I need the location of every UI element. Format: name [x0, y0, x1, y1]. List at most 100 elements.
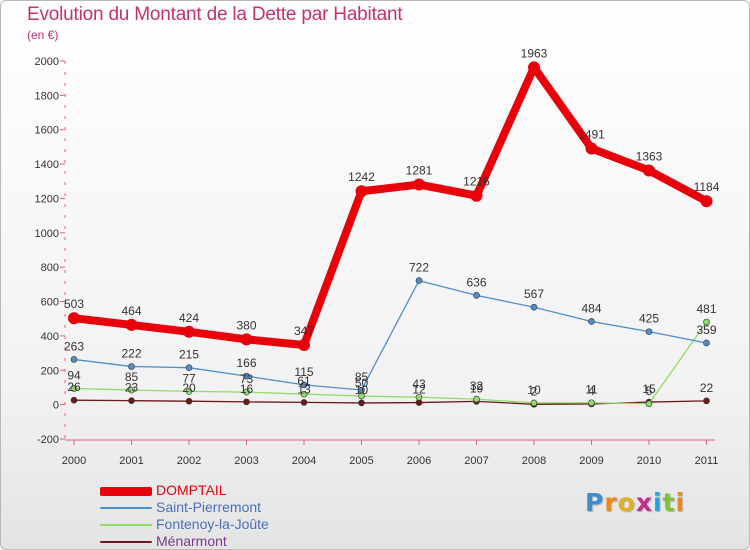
data-point [530, 399, 538, 407]
x-tick-label: 2011 [695, 455, 719, 467]
data-point [700, 195, 713, 208]
data-label: 636 [466, 275, 486, 289]
x-tick-label: 2006 [407, 455, 431, 467]
data-point [68, 312, 80, 325]
x-tick-label: 2010 [637, 455, 661, 467]
data-label: 43 [412, 377, 426, 391]
data-label: 23 [125, 381, 139, 395]
data-point [243, 372, 250, 380]
data-point [415, 277, 423, 284]
legend-swatch [100, 524, 152, 526]
x-tick-label: 2001 [119, 455, 143, 467]
data-label: 722 [409, 261, 429, 275]
data-label: 484 [581, 301, 601, 315]
y-tick-label: -200 [37, 434, 59, 446]
chart-title: Evolution du Montant de la Dette par Hab… [27, 4, 403, 25]
logo-letter: x [635, 488, 653, 517]
x-tick-label: 2003 [234, 455, 258, 467]
data-label: 10 [527, 383, 541, 397]
data-point [585, 142, 598, 155]
series-line-3 [73, 399, 708, 405]
logo-letter: o [617, 488, 636, 517]
legend-swatch [100, 507, 152, 509]
logo-letter: r [604, 488, 618, 517]
data-point [128, 386, 135, 394]
logo-letter: i [653, 488, 663, 517]
data-label: 464 [121, 304, 141, 318]
y-tick-label: 1800 [35, 90, 59, 102]
data-point [300, 399, 308, 406]
data-point [358, 386, 365, 394]
y-unit-label: (en €) [27, 28, 59, 42]
data-point [415, 393, 423, 401]
logo-letter: P [585, 488, 605, 517]
data-label: 94 [67, 368, 81, 382]
y-tick-label: 200 [41, 365, 59, 377]
data-label: 12 [412, 383, 426, 397]
data-point [300, 381, 308, 389]
data-point [530, 303, 538, 311]
x-tick-label: 2002 [177, 455, 201, 467]
legend-label: Fontenoy-la-Joûte [156, 516, 269, 532]
data-label: 19 [470, 381, 484, 395]
data-label: 61 [297, 374, 311, 388]
data-label: 50 [355, 376, 369, 390]
data-point [528, 61, 540, 74]
data-point [703, 318, 710, 326]
data-label: 359 [696, 323, 716, 337]
data-point [128, 397, 135, 404]
data-point [70, 385, 78, 392]
x-tick-label: 2005 [349, 455, 373, 467]
data-label: 10 [355, 383, 369, 397]
legend-swatch [100, 541, 152, 543]
data-point [185, 397, 193, 405]
data-label: 1281 [406, 164, 433, 178]
data-point [473, 292, 480, 299]
data-point [358, 399, 365, 407]
data-point [128, 363, 135, 370]
y-tick-label: 1400 [35, 159, 59, 171]
logo-letter: t [662, 488, 676, 517]
data-label: 347 [294, 324, 314, 338]
data-point [125, 318, 138, 331]
data-point [70, 356, 78, 363]
data-label: 215 [179, 348, 199, 362]
x-tick-label: 2000 [62, 455, 86, 467]
logo-letter: i [675, 488, 686, 517]
x-tick-label: 2004 [292, 455, 316, 467]
y-tick-label: 2000 [35, 56, 59, 68]
data-label: 380 [236, 318, 256, 332]
data-point [243, 388, 250, 396]
y-tick-label: 1600 [35, 125, 59, 137]
y-tick-label: 800 [41, 262, 59, 274]
proxiti-logo: Proxiti [585, 488, 685, 517]
data-label: 26 [67, 380, 81, 394]
data-point [355, 185, 368, 198]
y-tick-label: 0 [53, 400, 59, 412]
data-point [703, 339, 710, 347]
data-label: 73 [240, 372, 254, 386]
data-label: 16 [240, 382, 254, 396]
series-line-2 [73, 321, 708, 405]
series-line-1 [73, 279, 708, 391]
data-point [185, 388, 193, 395]
data-point [183, 325, 195, 338]
data-label: 425 [639, 312, 659, 326]
data-point [645, 328, 653, 335]
y-tick-label: 400 [41, 331, 59, 343]
data-label: 1963 [521, 46, 548, 60]
y-tick-label: 600 [41, 297, 59, 309]
data-point [645, 400, 653, 408]
data-point [588, 399, 595, 407]
data-point [588, 318, 595, 325]
data-point [473, 395, 480, 403]
data-point [240, 333, 253, 346]
data-label: 1184 [694, 180, 720, 194]
x-tick-label: 2009 [579, 455, 603, 467]
data-point [298, 339, 310, 352]
data-label: 567 [524, 287, 544, 301]
data-point [243, 398, 250, 406]
data-point [185, 364, 193, 371]
data-label: 1491 [578, 127, 605, 141]
